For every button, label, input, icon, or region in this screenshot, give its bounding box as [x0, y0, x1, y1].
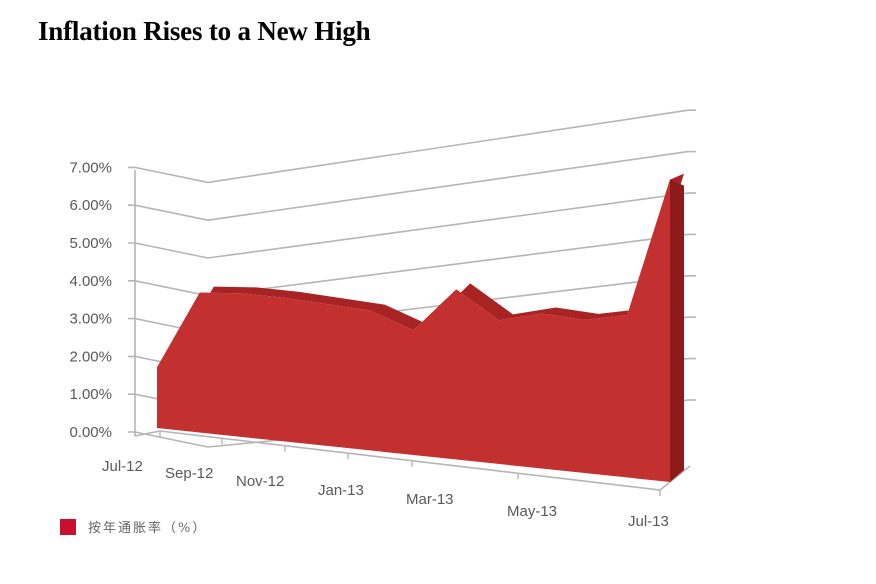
svg-text:5.00%: 5.00% — [69, 235, 112, 252]
svg-text:4.00%: 4.00% — [69, 273, 112, 290]
svg-text:6.00%: 6.00% — [69, 197, 112, 214]
chart-title: Inflation Rises to a New High — [38, 16, 371, 46]
y-axis: 0.00% 1.00% 2.00% 3.00% 4.00% 5.00% 6.00% 7.00% — [69, 159, 112, 441]
legend-label: 按年通胀率（%） — [88, 521, 208, 536]
svg-text:Mar-13: Mar-13 — [406, 491, 454, 508]
data-area — [157, 173, 684, 482]
svg-text:3.00%: 3.00% — [69, 311, 112, 328]
svg-text:1.00%: 1.00% — [69, 386, 112, 403]
svg-text:Jan-13: Jan-13 — [318, 482, 364, 499]
legend-swatch — [60, 518, 76, 535]
x-axis: Jul-12 Sep-12 Nov-12 Jan-13 Mar-13 May-13 Jul-… — [102, 431, 669, 530]
svg-text:Jul-13: Jul-13 — [628, 513, 669, 530]
legend: 按年通胀率（%） — [60, 517, 207, 536]
svg-text:Nov-12: Nov-12 — [236, 473, 284, 490]
svg-text:7.00%: 7.00% — [69, 159, 112, 176]
svg-text:Sep-12: Sep-12 — [165, 465, 213, 482]
svg-text:May-13: May-13 — [507, 503, 557, 520]
svg-text:2.00%: 2.00% — [69, 348, 112, 365]
svg-text:Jul-12: Jul-12 — [102, 458, 143, 475]
svg-text:0.00%: 0.00% — [69, 424, 112, 441]
